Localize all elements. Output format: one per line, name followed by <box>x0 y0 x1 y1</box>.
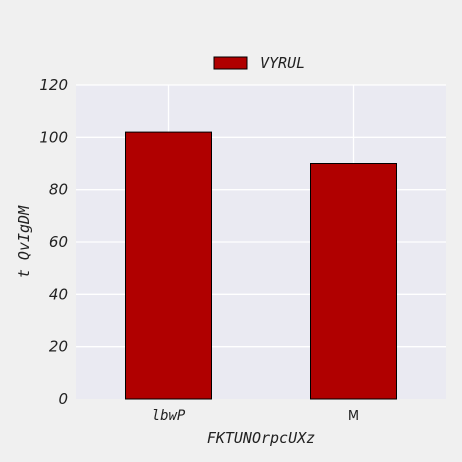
y-tick-label: 80 <box>49 181 68 199</box>
y-tick-label: 120 <box>39 76 68 94</box>
legend: VYRUL <box>213 54 305 72</box>
legend-swatch-vyrul <box>213 56 248 70</box>
y-tick-label: 0 <box>58 390 68 408</box>
bars <box>125 131 397 400</box>
bar-lbwp <box>125 131 212 400</box>
y-tick-label: 100 <box>39 128 68 146</box>
bar-m <box>310 163 397 400</box>
y-tick-label: 60 <box>49 233 68 251</box>
x-tick-label: lbwP <box>152 408 186 424</box>
y-axis-label: t QvIgDM <box>15 205 33 278</box>
y-tick-labels: 0 20 40 60 80 100 120 <box>39 76 68 408</box>
y-tick-label: 20 <box>49 338 68 356</box>
y-tick-label: 40 <box>49 285 68 303</box>
x-tick-labels: lbwP M <box>152 408 359 424</box>
legend-label-vyrul: VYRUL <box>260 54 305 72</box>
x-tick-label: M <box>348 409 359 424</box>
x-axis-label: FKTUNOrpcUXz <box>207 429 315 447</box>
